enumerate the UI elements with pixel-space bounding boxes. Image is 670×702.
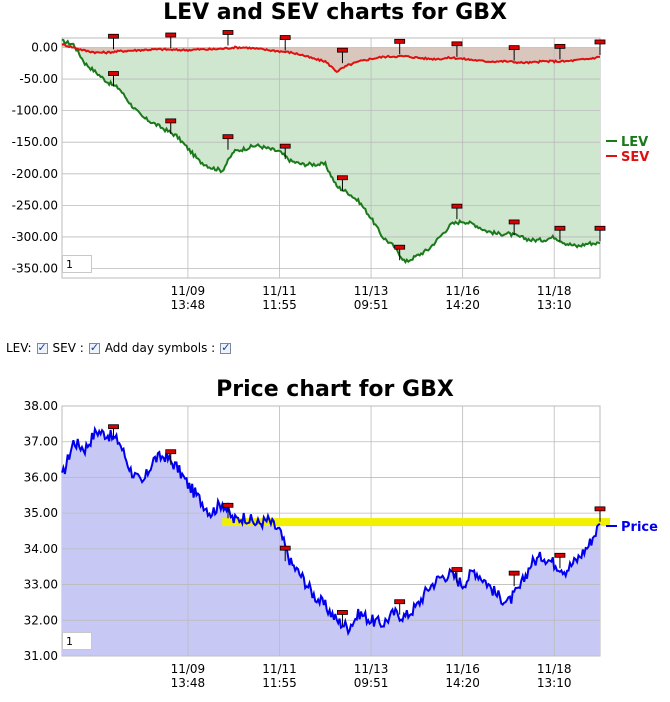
- day-marker-icon: [394, 599, 406, 615]
- x-tick-time: 11:55: [262, 298, 297, 312]
- day-marker-icon: [108, 33, 119, 50]
- x-tick-date: 11/18: [537, 284, 572, 298]
- day-marker-icon: [108, 424, 119, 440]
- y-tick-label: 35.00: [24, 506, 58, 520]
- y-tick-label: -350.00: [12, 262, 58, 276]
- legend-label: LEV: [621, 135, 648, 150]
- series-fill-lev: [62, 39, 600, 263]
- y-tick-label: 38.00: [24, 400, 58, 413]
- x-tick-date: 11/11: [262, 662, 297, 676]
- lev-toggle-label: LEV:: [6, 341, 32, 355]
- day-marker-icon: [108, 71, 119, 87]
- x-tick-time: 14:20: [445, 298, 480, 312]
- day-marker-icon: [279, 143, 291, 160]
- sev-toggle-label: SEV :: [52, 341, 84, 355]
- x-tick-date: 11/09: [171, 662, 206, 676]
- x-tick-date: 11/16: [445, 284, 480, 298]
- day-marker-icon: [337, 610, 348, 626]
- x-tick-time: 14:20: [445, 676, 480, 690]
- day-marker-icon: [451, 567, 463, 583]
- day-marker-icon: [508, 219, 520, 235]
- day-marker-icon: [451, 41, 463, 57]
- lev-sev-zoom-input[interactable]: 1: [62, 255, 92, 273]
- series-fill-price: [62, 429, 600, 656]
- x-tick-date: 11/11: [262, 284, 297, 298]
- series-fill-sev: [62, 44, 600, 72]
- y-tick-label: 37.00: [24, 435, 58, 449]
- day-marker-icon: [554, 225, 566, 242]
- chart-options: LEV: SEV : Add day symbols :: [6, 341, 233, 355]
- lev-sev-chart-title: LEV and SEV charts for GBX: [163, 0, 507, 25]
- highlight-band: [222, 518, 611, 527]
- x-tick-time: 11:55: [262, 676, 297, 690]
- legend-label: SEV: [621, 150, 649, 165]
- price-zoom-input[interactable]: 1: [62, 632, 92, 650]
- day-marker-icon: [165, 449, 177, 465]
- x-tick-date: 11/16: [445, 662, 480, 676]
- y-tick-label: 0.00: [31, 40, 58, 54]
- x-tick-time: 09:51: [354, 298, 389, 312]
- y-tick-label: -100.00: [12, 104, 58, 118]
- y-tick-label: -250.00: [12, 198, 58, 212]
- sev-checkbox[interactable]: [88, 341, 100, 354]
- y-tick-label: 31.00: [24, 649, 58, 663]
- legend-label: Price: [621, 520, 658, 535]
- day-marker-icon: [337, 175, 348, 191]
- day-marker-icon: [222, 134, 234, 150]
- day-marker-icon: [165, 118, 177, 134]
- price-chart-title: Price chart for GBX: [216, 377, 454, 402]
- x-tick-time: 09:51: [354, 676, 389, 690]
- x-tick-time: 13:48: [171, 676, 206, 690]
- y-tick-label: -150.00: [12, 135, 58, 149]
- day-marker-icon: [222, 502, 234, 519]
- price-chart: 38.00 37.00 36.00 35.00 34.00 33.00 32.00 31.00…: [24, 400, 658, 690]
- y-tick-label: 36.00: [24, 470, 58, 484]
- day-marker-icon: [554, 43, 566, 60]
- day-marker-icon: [594, 506, 606, 522]
- y-tick-label: -50.00: [19, 72, 58, 86]
- day-marker-icon: [279, 545, 291, 562]
- day-marker-icon: [451, 203, 463, 220]
- y-tick-label: -300.00: [12, 230, 58, 244]
- y-tick-label: 32.00: [24, 613, 58, 627]
- x-tick-time: 13:10: [537, 676, 572, 690]
- day-marker-icon: [594, 225, 606, 242]
- y-tick-label: -200.00: [12, 167, 58, 181]
- day-marker-icon: [594, 39, 606, 55]
- series-line-price: [61, 425, 601, 637]
- day-symbols-checkbox[interactable]: [220, 341, 232, 354]
- y-tick-label: 33.00: [24, 578, 58, 592]
- day-marker-icon: [165, 32, 177, 48]
- series-line-lev: [61, 38, 601, 265]
- series-line-sev: [61, 42, 600, 74]
- day-marker-icon: [554, 552, 566, 569]
- lev-checkbox[interactable]: [36, 341, 48, 354]
- day-marker-icon: [508, 570, 520, 587]
- x-tick-time: 13:10: [537, 298, 572, 312]
- lev-sev-chart: 0.00 -50.00 -100.00 -150.00 -200.00 -250.00 -3…: [12, 30, 649, 312]
- day-marker-icon: [394, 244, 406, 261]
- day-marker-icon: [222, 30, 234, 46]
- day-symbols-label: Add day symbols :: [104, 341, 216, 355]
- x-tick-date: 11/09: [171, 284, 206, 298]
- x-tick-date: 11/13: [354, 662, 389, 676]
- day-marker-icon: [279, 35, 291, 51]
- x-tick-date: 11/13: [354, 284, 389, 298]
- x-tick-time: 13:48: [171, 298, 206, 312]
- day-marker-icon: [337, 47, 348, 64]
- y-tick-label: 34.00: [24, 542, 58, 556]
- x-tick-date: 11/18: [537, 662, 572, 676]
- day-marker-icon: [508, 45, 520, 61]
- day-marker-icon: [394, 38, 406, 55]
